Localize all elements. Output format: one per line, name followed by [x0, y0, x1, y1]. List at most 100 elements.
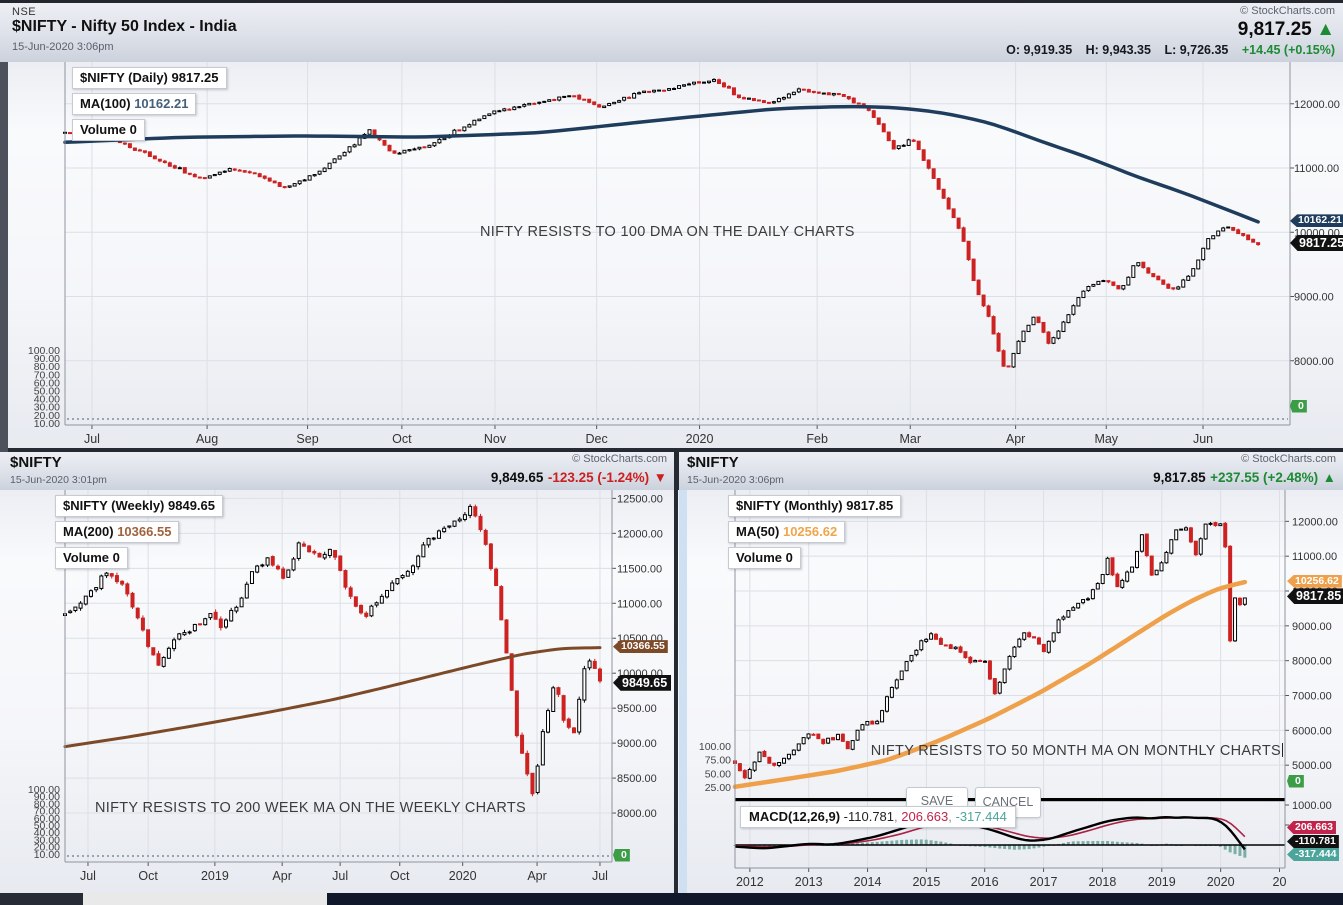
- candle-body: [142, 150, 147, 153]
- candle-body: [946, 197, 951, 210]
- x-tick-label: Oct: [390, 869, 410, 883]
- candle-body: [971, 258, 976, 282]
- candle-body: [1006, 365, 1011, 368]
- macd-histogram-bar: [934, 840, 938, 845]
- x-tick-label: 2018: [1088, 875, 1116, 889]
- candle-body: [99, 575, 104, 589]
- candle-body: [1231, 226, 1236, 231]
- candle-body: [421, 544, 426, 558]
- candle-body: [232, 168, 237, 171]
- candle-body: [410, 565, 415, 573]
- candle-body: [1081, 290, 1086, 299]
- macd-signal-value: 206.663: [901, 809, 949, 824]
- candle-body: [552, 98, 557, 101]
- candle-body: [88, 590, 93, 597]
- monthly-annotation-text[interactable]: NIFTY RESISTS TO 50 MONTH MA ON MONTHLY …: [870, 743, 1283, 759]
- candle-body: [1105, 557, 1110, 575]
- candle-body: [845, 741, 850, 750]
- volume-tick-label: 50.00: [34, 820, 60, 832]
- candle-body: [1031, 316, 1036, 326]
- macd-histogram-bar: [1223, 845, 1227, 850]
- candle-body: [207, 175, 212, 179]
- candle-body: [741, 97, 746, 100]
- candle-body: [517, 106, 522, 109]
- candle-body: [382, 139, 387, 146]
- candle-body: [561, 695, 566, 721]
- candle-body: [692, 81, 697, 85]
- candle-body: [239, 597, 244, 608]
- candle-body: [122, 142, 127, 145]
- y-tick-label: 7000.00: [1292, 691, 1332, 703]
- candle-body: [566, 718, 571, 728]
- daily-timestamp: 15-Jun-2020 3:06pm: [12, 41, 114, 53]
- candle-body: [352, 144, 357, 148]
- candle-body: [348, 587, 353, 597]
- monthly-chart-panel: 2012 2013 2014 2015 2016 2017 2018 2019 2020 20 12…: [678, 490, 1343, 893]
- candle-body: [926, 159, 931, 169]
- x-tick-label: 20: [1273, 875, 1287, 889]
- ma-line: [63, 104, 1260, 224]
- candle-body: [672, 88, 677, 91]
- candle-body: [527, 102, 532, 106]
- candle-body: [369, 605, 374, 617]
- candle-body: [187, 631, 192, 634]
- candle-body: [1001, 350, 1006, 367]
- candle-body: [702, 81, 707, 84]
- candle-body: [452, 129, 457, 136]
- candle-body: [417, 146, 422, 150]
- candle-body: [841, 94, 846, 97]
- candle-body: [551, 687, 556, 713]
- bottom-bar-left-segment: [0, 893, 83, 905]
- weekly-annotation-text[interactable]: NIFTY RESISTS TO 200 WEEK MA ON THE WEEK…: [95, 800, 527, 816]
- daily-change-value: +14.45 (+0.15%): [1241, 43, 1335, 57]
- candle-body: [312, 551, 317, 554]
- candle-body: [742, 770, 747, 779]
- weekly-chart-header: $NIFTY 15-Jun-2020 3:01pm © StockCharts.…: [0, 452, 674, 491]
- candle-body: [597, 104, 602, 108]
- candle-body: [281, 568, 286, 579]
- macd-histogram-bar: [914, 839, 918, 845]
- candle-body: [277, 182, 282, 187]
- candle-body: [612, 101, 617, 105]
- candle-body: [94, 587, 99, 591]
- y-tick-label: 9000.00: [617, 738, 657, 750]
- daily-annotation-text[interactable]: NIFTY RESISTS TO 100 DMA ON THE DAILY CH…: [480, 224, 855, 240]
- candle-body: [426, 537, 431, 546]
- monthly-title: $NIFTY: [687, 454, 739, 471]
- candle-body: [162, 160, 167, 164]
- candle-body: [602, 105, 607, 109]
- candle-body: [726, 85, 731, 89]
- bottom-bar-light-segment: [83, 893, 327, 905]
- macd-tick-label: 1000.00: [1292, 800, 1332, 812]
- candle-body: [667, 88, 672, 91]
- volume-tick-label: 80.00: [34, 798, 60, 810]
- macd-badge: 206.663: [1287, 821, 1336, 834]
- candle-body: [880, 710, 885, 723]
- candle-body: [522, 104, 527, 107]
- candle-body: [577, 94, 582, 100]
- candle-body: [1021, 330, 1026, 343]
- exchange-label: NSE: [12, 6, 37, 18]
- up-arrow-icon: ▲: [1322, 470, 1336, 485]
- candle-body: [1085, 598, 1090, 601]
- candle-body: [1223, 522, 1228, 548]
- candle-body: [333, 549, 338, 558]
- candle-body: [132, 147, 137, 151]
- candle-body: [772, 762, 777, 766]
- x-tick-label: 2019: [201, 869, 229, 883]
- legend-ma-200-: MA(200) 10366.55: [55, 521, 180, 543]
- candle-body: [871, 110, 876, 118]
- candle-body: [1086, 286, 1091, 292]
- daily-chart-canvas[interactable]: Jul Aug Sep Oct Nov Dec 2020 Feb Mar Apr May Jun 120…: [0, 62, 1343, 448]
- candle-body: [562, 95, 567, 98]
- candle-body: [291, 558, 296, 571]
- candle-body: [1193, 540, 1198, 556]
- candle-body: [447, 525, 452, 528]
- x-tick-label: May: [1094, 432, 1118, 446]
- candle-body: [1081, 599, 1086, 604]
- ma-line: [63, 646, 602, 749]
- weekly-chart-canvas[interactable]: Jul Oct 2019 Apr Jul Oct 2020 Apr Jul 12500.00 120…: [0, 490, 674, 893]
- candle-body: [777, 762, 782, 766]
- horizontal-divider: [0, 448, 1343, 452]
- candle-body: [530, 772, 535, 795]
